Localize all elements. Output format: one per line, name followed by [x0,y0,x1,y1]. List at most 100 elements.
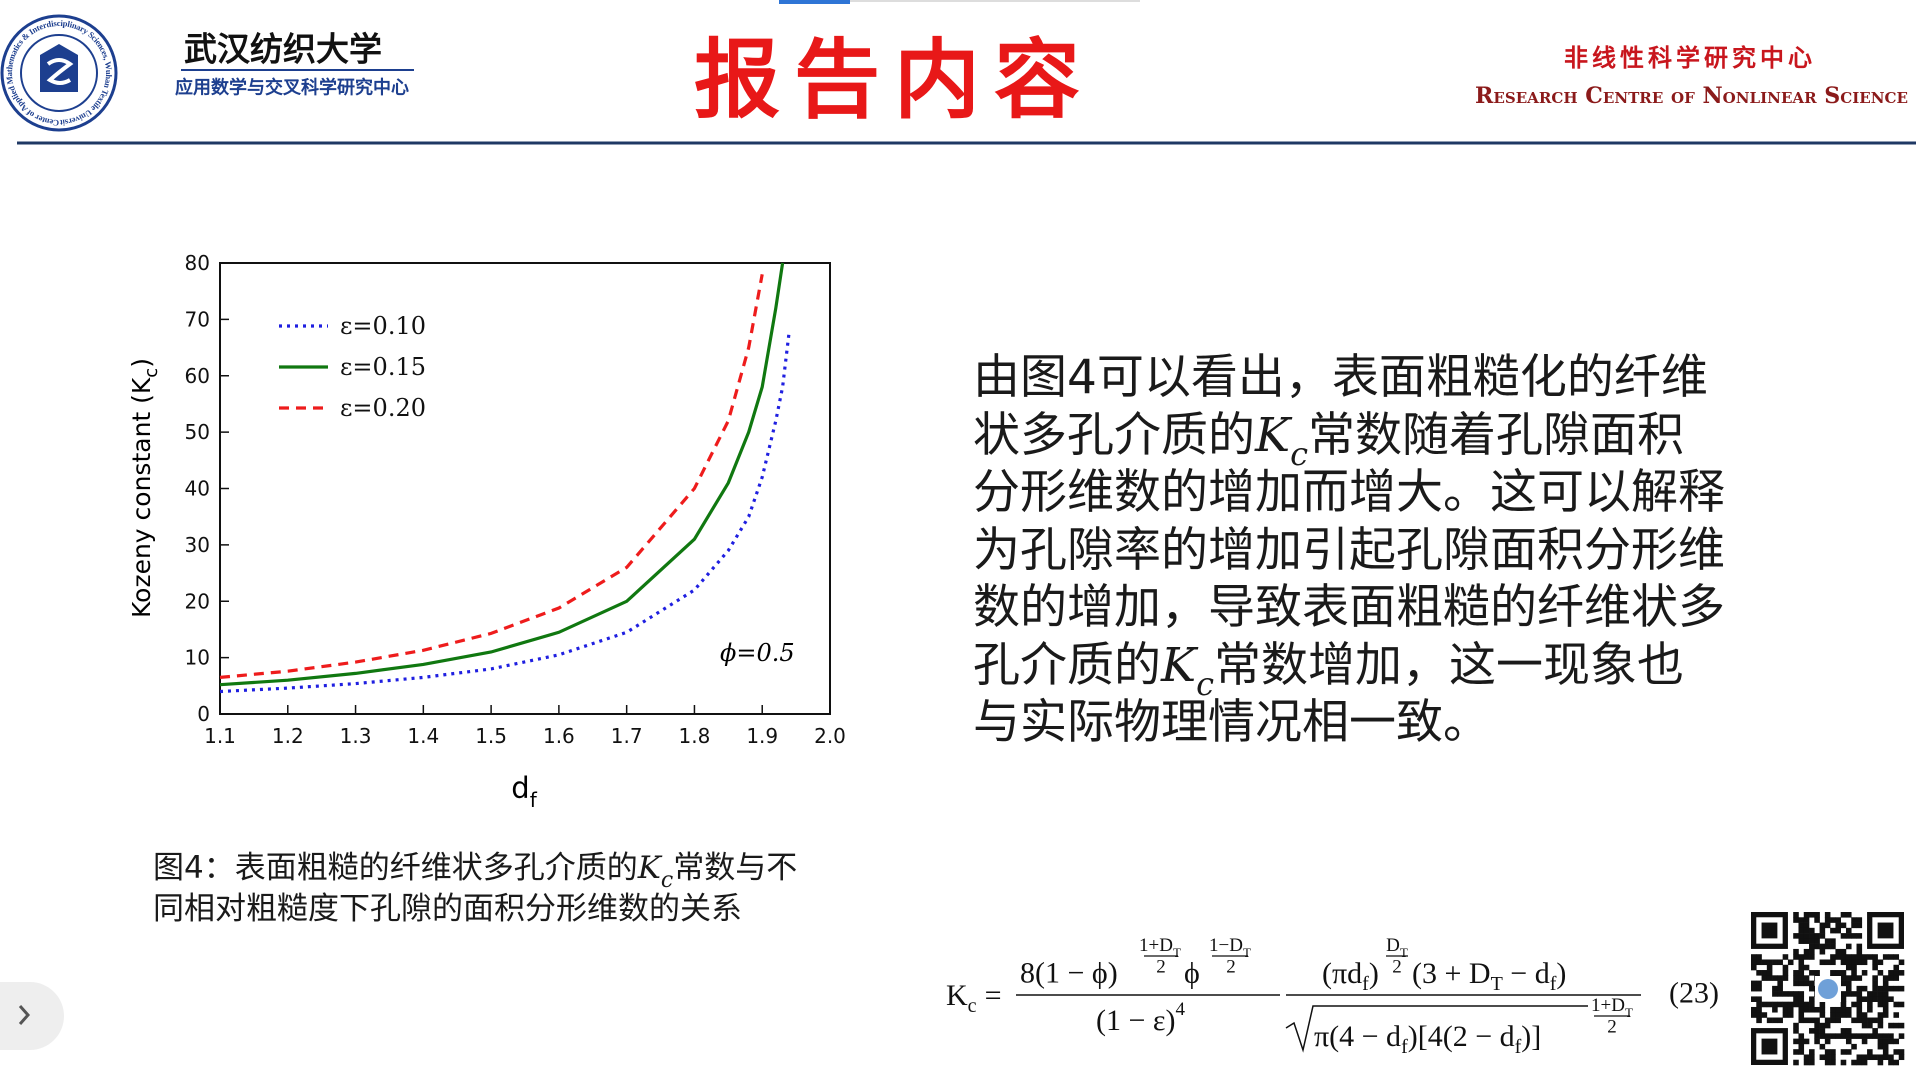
qr-module [1877,996,1884,1002]
qr-module [1819,959,1826,966]
x-tick-label: 1.5 [475,724,507,748]
x-tick-label: 2.0 [814,724,846,748]
logo: Center of Applied Mathematics & Interdis… [0,0,118,132]
qr-module [1756,985,1762,992]
x-tick-label: 1.2 [272,724,304,748]
qr-module [1851,917,1857,923]
qr-module [1803,938,1810,944]
qr-module [1835,1033,1841,1039]
qr-module [1756,1017,1762,1024]
qr-module [1856,1012,1863,1018]
qr-module [1845,1038,1852,1045]
qr-module [1856,948,1863,955]
qr-module [1835,1012,1841,1018]
qr-module [1809,1049,1815,1055]
qr-module [1798,1017,1805,1024]
qr-module [1845,954,1852,960]
qr-module [1782,1001,1789,1008]
qr-module [1814,1038,1820,1045]
qr-module [1845,959,1852,966]
qr-module [1835,922,1841,929]
qr-module [1856,1059,1863,1066]
qr-module [1835,1006,1841,1013]
qr-module [1793,1038,1799,1045]
annotation: ϕ=0.5 [720,639,795,667]
qr-module [1845,933,1852,939]
qr-logo [1818,979,1838,999]
qr-module [1824,938,1831,944]
qr-module [1882,1001,1889,1008]
qr-module [1861,1059,1868,1066]
qr-module [1872,959,1878,966]
qr-finder [1761,1038,1778,1055]
qr-module [1882,1054,1889,1061]
qr-module [1856,959,1863,966]
qr-module [1898,1054,1905,1061]
formula-term: (3 + DT − df) [1412,957,1566,996]
qr-module [1809,1001,1815,1008]
qr-module [1793,1022,1799,1029]
qr-module [1803,954,1810,960]
qr-module [1888,1054,1894,1061]
qr-module [1830,927,1836,934]
qr-module [1814,1006,1820,1013]
qr-module [1798,980,1805,987]
qr-module [1772,975,1778,981]
qr-module [1888,970,1894,976]
qr-module [1861,1012,1868,1018]
qr-module [1872,1028,1878,1034]
qr-module [1819,1012,1826,1018]
qr-module [1872,1033,1878,1039]
qr-module [1893,1022,1900,1029]
qr-module [1898,1049,1905,1055]
qr-module [1814,1022,1820,1029]
qr-module [1898,970,1905,976]
qr-module [1772,1001,1778,1008]
qr-module [1798,927,1805,934]
qr-module [1803,964,1810,971]
qr-module [1803,927,1810,934]
qr-module [1882,1006,1889,1013]
qr-module [1861,1033,1868,1039]
qr-module [1882,1043,1889,1050]
qr-module [1856,1017,1863,1024]
qr-module [1809,943,1815,950]
formula-exponent: 2 [1226,957,1236,978]
qr-module [1867,1006,1873,1013]
qr-module [1819,1022,1826,1029]
qr-module [1814,1028,1820,1034]
qr-module [1898,1001,1905,1008]
qr-module [1840,1059,1847,1066]
qr-module [1793,948,1799,955]
qr-module [1803,933,1810,939]
caption-line: 同相对粗糙度下孔隙的面积分形维数的关系 [153,891,742,927]
qr-module [1867,1001,1873,1008]
qr-module [1782,1006,1789,1013]
qr-module [1803,917,1810,923]
qr-module [1851,954,1857,960]
qr-module [1803,912,1810,918]
qr-module [1840,980,1847,987]
qr-module [1766,1017,1773,1024]
qr-finder [1877,922,1894,939]
next-button[interactable] [0,982,64,1050]
qr-module [1809,980,1815,987]
sqrt-sign [1285,1005,1588,1053]
legend-label: ε=0.10 [340,312,426,340]
formula-term: (πdf) [1322,957,1379,996]
qr-module [1830,1049,1836,1055]
qr-module [1798,991,1805,997]
qr-module [1777,959,1783,966]
qr-module [1840,970,1847,976]
qr-module [1830,1033,1836,1039]
qr-module [1872,980,1878,987]
qr-module [1803,975,1810,981]
qr-module [1861,1054,1868,1061]
y-tick-label: 30 [185,533,210,557]
qr-module [1845,980,1852,987]
qr-module [1877,1017,1884,1024]
qr-module [1882,1012,1889,1018]
qr-module [1809,912,1815,918]
qr-module [1751,1006,1757,1013]
qr-module [1803,922,1810,929]
